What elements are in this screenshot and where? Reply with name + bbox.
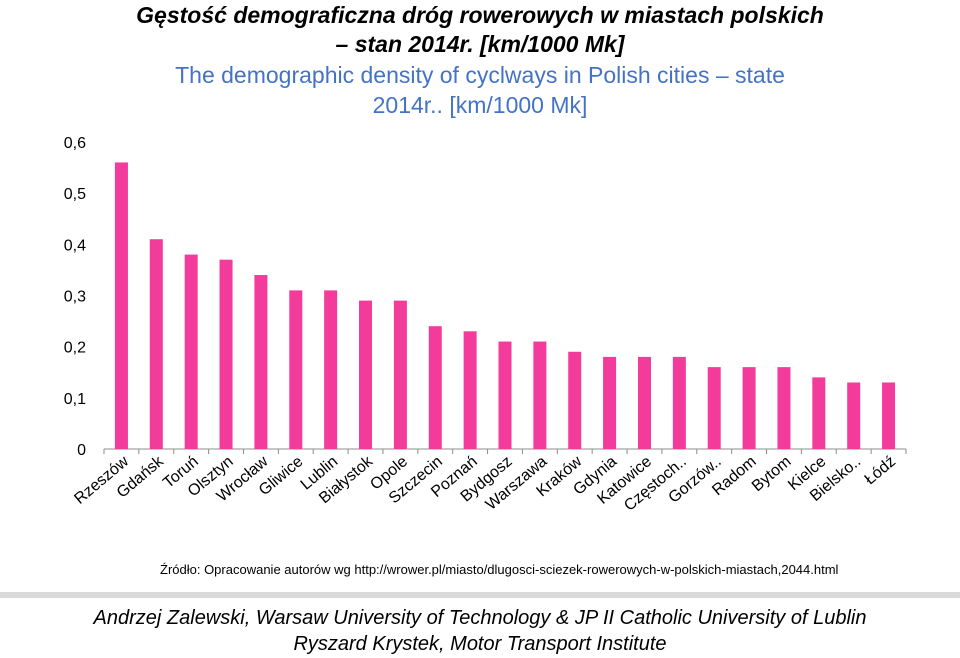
y-tick-label: 0: [77, 442, 86, 459]
bar-22: [882, 382, 896, 449]
bar-18: [742, 367, 756, 449]
bar-16: [672, 356, 686, 449]
bar-4: [254, 275, 268, 449]
y-tick-label: 0,3: [64, 289, 86, 306]
bar-chart: 00,10,20,30,40,50,6RzeszówGdańskToruńOls…: [64, 135, 907, 515]
bar-20: [812, 377, 826, 449]
y-tick-label: 0,5: [64, 186, 86, 203]
bar-21: [847, 382, 861, 449]
bar-13: [568, 351, 582, 449]
bar-9: [428, 326, 442, 449]
bar-12: [533, 341, 547, 449]
y-tick-label: 0,2: [64, 340, 86, 357]
bar-19: [777, 367, 791, 449]
y-tick-label: 0,6: [64, 135, 86, 152]
y-tick-label: 0,1: [64, 391, 86, 408]
bar-7: [359, 300, 373, 449]
source-note: Źródło: Opracowanie autorów wg http://wr…: [160, 562, 839, 577]
x-tick-label: Bytom: [749, 453, 795, 495]
bar-10: [463, 331, 477, 449]
footer-authors-line2: Ryszard Krystek, Motor Transport Institu…: [293, 633, 667, 655]
title-pl-line2: – stan 2014r. [km/1000 Mk]: [335, 31, 625, 57]
bar-6: [324, 290, 338, 449]
title-en-line2: 2014r.. [km/1000 Mk]: [372, 92, 588, 118]
title-en-line1: The demographic density of cyclways in P…: [175, 62, 785, 88]
title-pl-line1: Gęstość demograficzna dróg rowerowych w …: [136, 2, 824, 28]
bar-14: [603, 356, 617, 449]
bar-11: [498, 341, 512, 449]
bar-3: [219, 259, 233, 449]
footer-authors-line1: Andrzej Zalewski, Warsaw University of T…: [93, 607, 867, 629]
y-tick-label: 0,4: [64, 237, 86, 254]
bar-1: [149, 239, 163, 449]
bar-2: [184, 254, 198, 449]
bar-15: [637, 356, 651, 449]
footer-divider: [0, 592, 960, 598]
bar-17: [707, 367, 721, 449]
x-tick-label: Łódź: [862, 453, 900, 488]
bar-8: [393, 300, 407, 449]
bar-5: [289, 290, 303, 449]
bar-0: [114, 162, 128, 449]
